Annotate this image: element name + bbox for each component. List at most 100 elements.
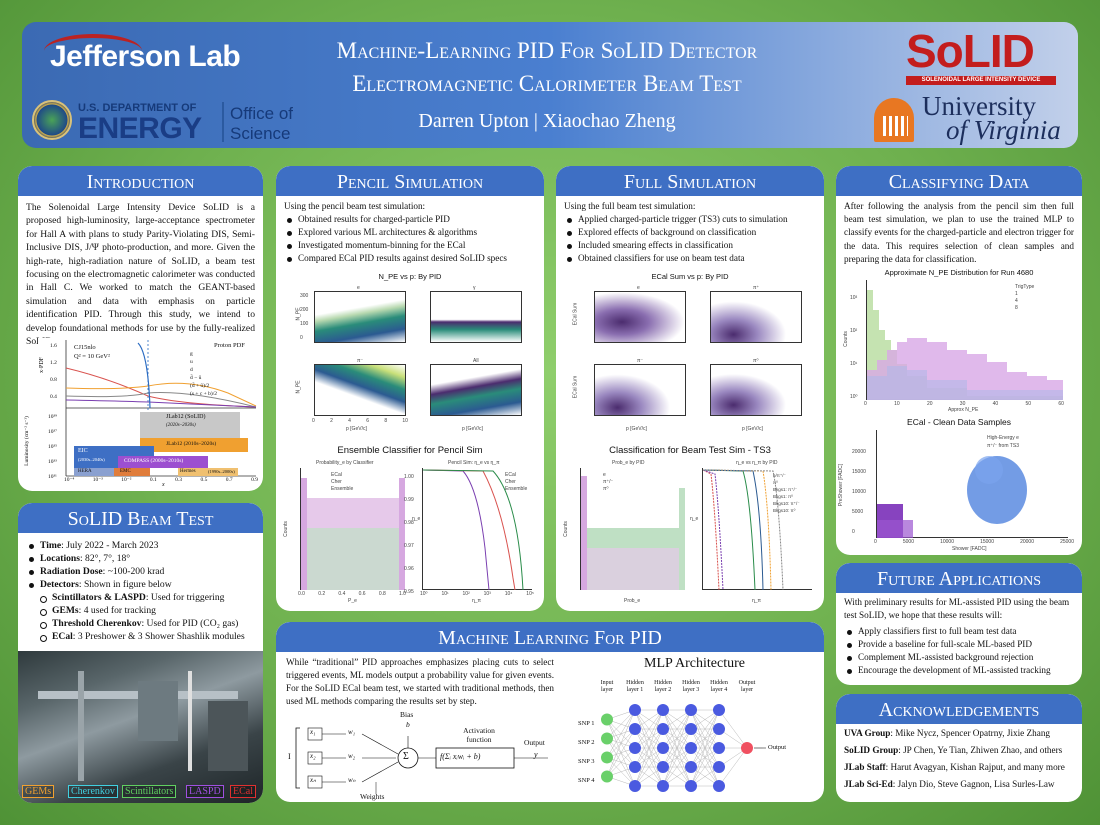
ack-text: : Jalyn Dio, Steve Gagnon, Lisa Surles-L… [892, 779, 1055, 789]
full-left-xlabel: Prob_e [624, 598, 641, 604]
perceptron-svg [295, 727, 548, 794]
pencil-left-legend: ECal Cher Ensemble [331, 472, 353, 493]
classifying-heading: Classifying Data [836, 166, 1082, 196]
uva-line-2: of Virginia [946, 115, 1061, 145]
beam-test-subitem: Scintillators & LASPD: Used for triggeri… [26, 591, 255, 604]
mlp-edge [606, 709, 636, 739]
mlp-input-label: SNP 3 [578, 758, 595, 765]
xtick: 10¹ [441, 591, 449, 597]
perc-x2: x₂ [310, 752, 316, 760]
future-body: With preliminary results for ML-assisted… [836, 593, 1082, 680]
list-item: Compared ECal PID results against desire… [284, 252, 536, 265]
list-item: Provide a baseline for full-scale ML-bas… [844, 638, 1074, 651]
item-text: : Shown in figure below [78, 579, 172, 590]
mlp-node [601, 770, 613, 783]
ytick: 0.99 [404, 497, 414, 503]
xtick: 10⁴ [504, 591, 513, 597]
mlp-layer-label: Hidden layer 1 [626, 680, 644, 693]
classifying-text: After following the analysis from the pe… [844, 201, 1074, 264]
list-item: Applied charged-particle trigger (TS3) c… [564, 213, 816, 226]
full-right-ylabel: η_e [690, 516, 699, 522]
pdf-luminosity-figure: CJ15nlo Q² = 10 GeV² Proton PDF g u d d̄… [24, 338, 258, 488]
full-prob-hist: e π⁺/⁻ π⁰ [580, 468, 685, 590]
fig-yticks-bot: 10³⁹ 10³⁷ 10³⁵ 10³³ 10³¹ [48, 410, 57, 485]
ack-heading: Acknowledgements [836, 694, 1082, 724]
detector-photo-image [18, 651, 263, 803]
npe-yticks: 10³ 10² 10¹ 10⁰ [850, 282, 858, 414]
ytick: 1.00 [404, 474, 414, 480]
pencil-left-xlabel: P_e [348, 598, 357, 604]
mlp-edge [662, 728, 692, 787]
ack-label: UVA Group [844, 728, 891, 738]
pencil-right-xticks: 10⁰ 10¹ 10² 10³ 10⁴ 10⁵ [420, 591, 534, 597]
mlp-edge [634, 709, 664, 749]
item-text: : 4 used for tracking [78, 605, 156, 616]
mlp-node [657, 780, 669, 792]
ack-row: JLab Sci-Ed: Jalyn Dio, Steve Gagnon, Li… [844, 776, 1074, 793]
ack-text: : JP Chen, Ye Tian, Zhiwen Zhao, and oth… [898, 745, 1063, 755]
fig-legend-3: d̄ − ū [190, 375, 202, 381]
legend-item: 1 [1015, 291, 1018, 297]
full-roc: e/π⁺/⁻ π⁰ Bkgs1: π⁺/⁻ Bkgs1: π⁰ Bkgs10: … [702, 468, 812, 591]
item-text: : 3 Preshower & 3 Shower Shashlik module… [72, 631, 245, 642]
ytick: 200 [300, 307, 309, 313]
fig-box-0: JLab12 (SoLID) [166, 414, 206, 420]
mlp-layer-label: Hidden layer 4 [710, 680, 728, 693]
fig-ytick: 1.2 [50, 360, 57, 366]
mlp-edge [606, 709, 636, 777]
poster-header: Jefferson Lab U.S. DEPARTMENT OF ENERGY … [22, 22, 1078, 148]
ack-label: JLab Sci-Ed [844, 779, 893, 789]
xtick: 10000 [940, 539, 954, 545]
ecal-legend: High-Energy e π⁺/⁻ from TS3 [987, 434, 1019, 450]
mlp-node [685, 704, 697, 716]
fig-xtick: 0.7 [225, 477, 233, 483]
list-item: Obtained classifiers for use on beam tes… [564, 252, 816, 265]
solid-logo-word: SoLID [906, 25, 1035, 77]
fig-ylabel-top: x·PDF [39, 356, 46, 374]
mlp-edge [690, 728, 720, 787]
mlp-node [657, 742, 669, 754]
uva-name: University of Virginia [922, 93, 1061, 145]
fig-box-3: EIC [78, 448, 88, 454]
xtick: 10³ [483, 591, 491, 597]
list-item: Apply classifiers first to full beam tes… [844, 625, 1074, 638]
mlp-edge [718, 747, 748, 787]
full-fig1-xlabel-2: p [GeV/c] [742, 426, 763, 432]
item-label: Detectors [40, 579, 79, 590]
ml-pid-text: While “traditional” PID approaches empha… [286, 657, 554, 706]
beam-test-panel: SoLID Beam Test Time: July 2022 - March … [18, 503, 263, 803]
npe-histogram-svg [867, 290, 1063, 400]
full-fig2-title: Classification for Beam Test Sim - TS3 [609, 445, 771, 456]
beam-test-item: Detectors: Shown in figure below [26, 578, 255, 591]
future-intro: With preliminary results for ML-assisted… [844, 597, 1070, 620]
mlp-edge [718, 709, 748, 749]
uva-logo: University of Virginia [874, 93, 1074, 146]
item-label: ECal [52, 631, 73, 642]
mlp-node [685, 742, 697, 754]
full-fig2-right-title: η_e vs η_π by PID [736, 460, 778, 466]
pencil-sim-body: Using the pencil beam test simulation: O… [276, 196, 544, 269]
legend-item: π⁺/⁻ from TS3 [987, 443, 1019, 449]
perc-bias: Bias [400, 710, 414, 719]
ytick: 100 [300, 321, 309, 327]
ack-row: SoLID Group: JP Chen, Ye Tian, Zhiwen Zh… [844, 742, 1074, 759]
full-sim-heading: Full Simulation [556, 166, 824, 196]
ytick: 0.95 [404, 589, 414, 595]
ytick: 20000 [852, 449, 866, 455]
xtick: 0 [864, 401, 867, 407]
npe-legend: TrigType 1 4 8 [1015, 284, 1034, 312]
ack-text: : Harut Avagyan, Kishan Rajput, and many… [885, 762, 1065, 772]
solid-logo: SoLID SOLENOIDAL LARGE INTENSITY DEVICE [906, 26, 1056, 88]
pdf-luminosity-svg [65, 340, 257, 477]
mlp-node [601, 713, 613, 726]
doe-separator [222, 102, 224, 142]
perceptron-diagram: I x₁ x₂ xₙ w₁ w₂ wₙ Bias b Σ Activation … [286, 710, 566, 801]
fig-box-2: JLab12 (2010s–2020s) [166, 441, 217, 447]
fig-ytick: 10³⁷ [48, 429, 58, 435]
fig-yticks-top: 1.6 1.2 0.8 0.4 [50, 338, 57, 406]
panel-label: π⁰ [753, 358, 759, 364]
mlp-node [685, 761, 697, 773]
fig-xtick: 0.3 [175, 477, 183, 483]
item-label: GEMs [52, 605, 79, 616]
ytick: 0 [300, 335, 303, 341]
